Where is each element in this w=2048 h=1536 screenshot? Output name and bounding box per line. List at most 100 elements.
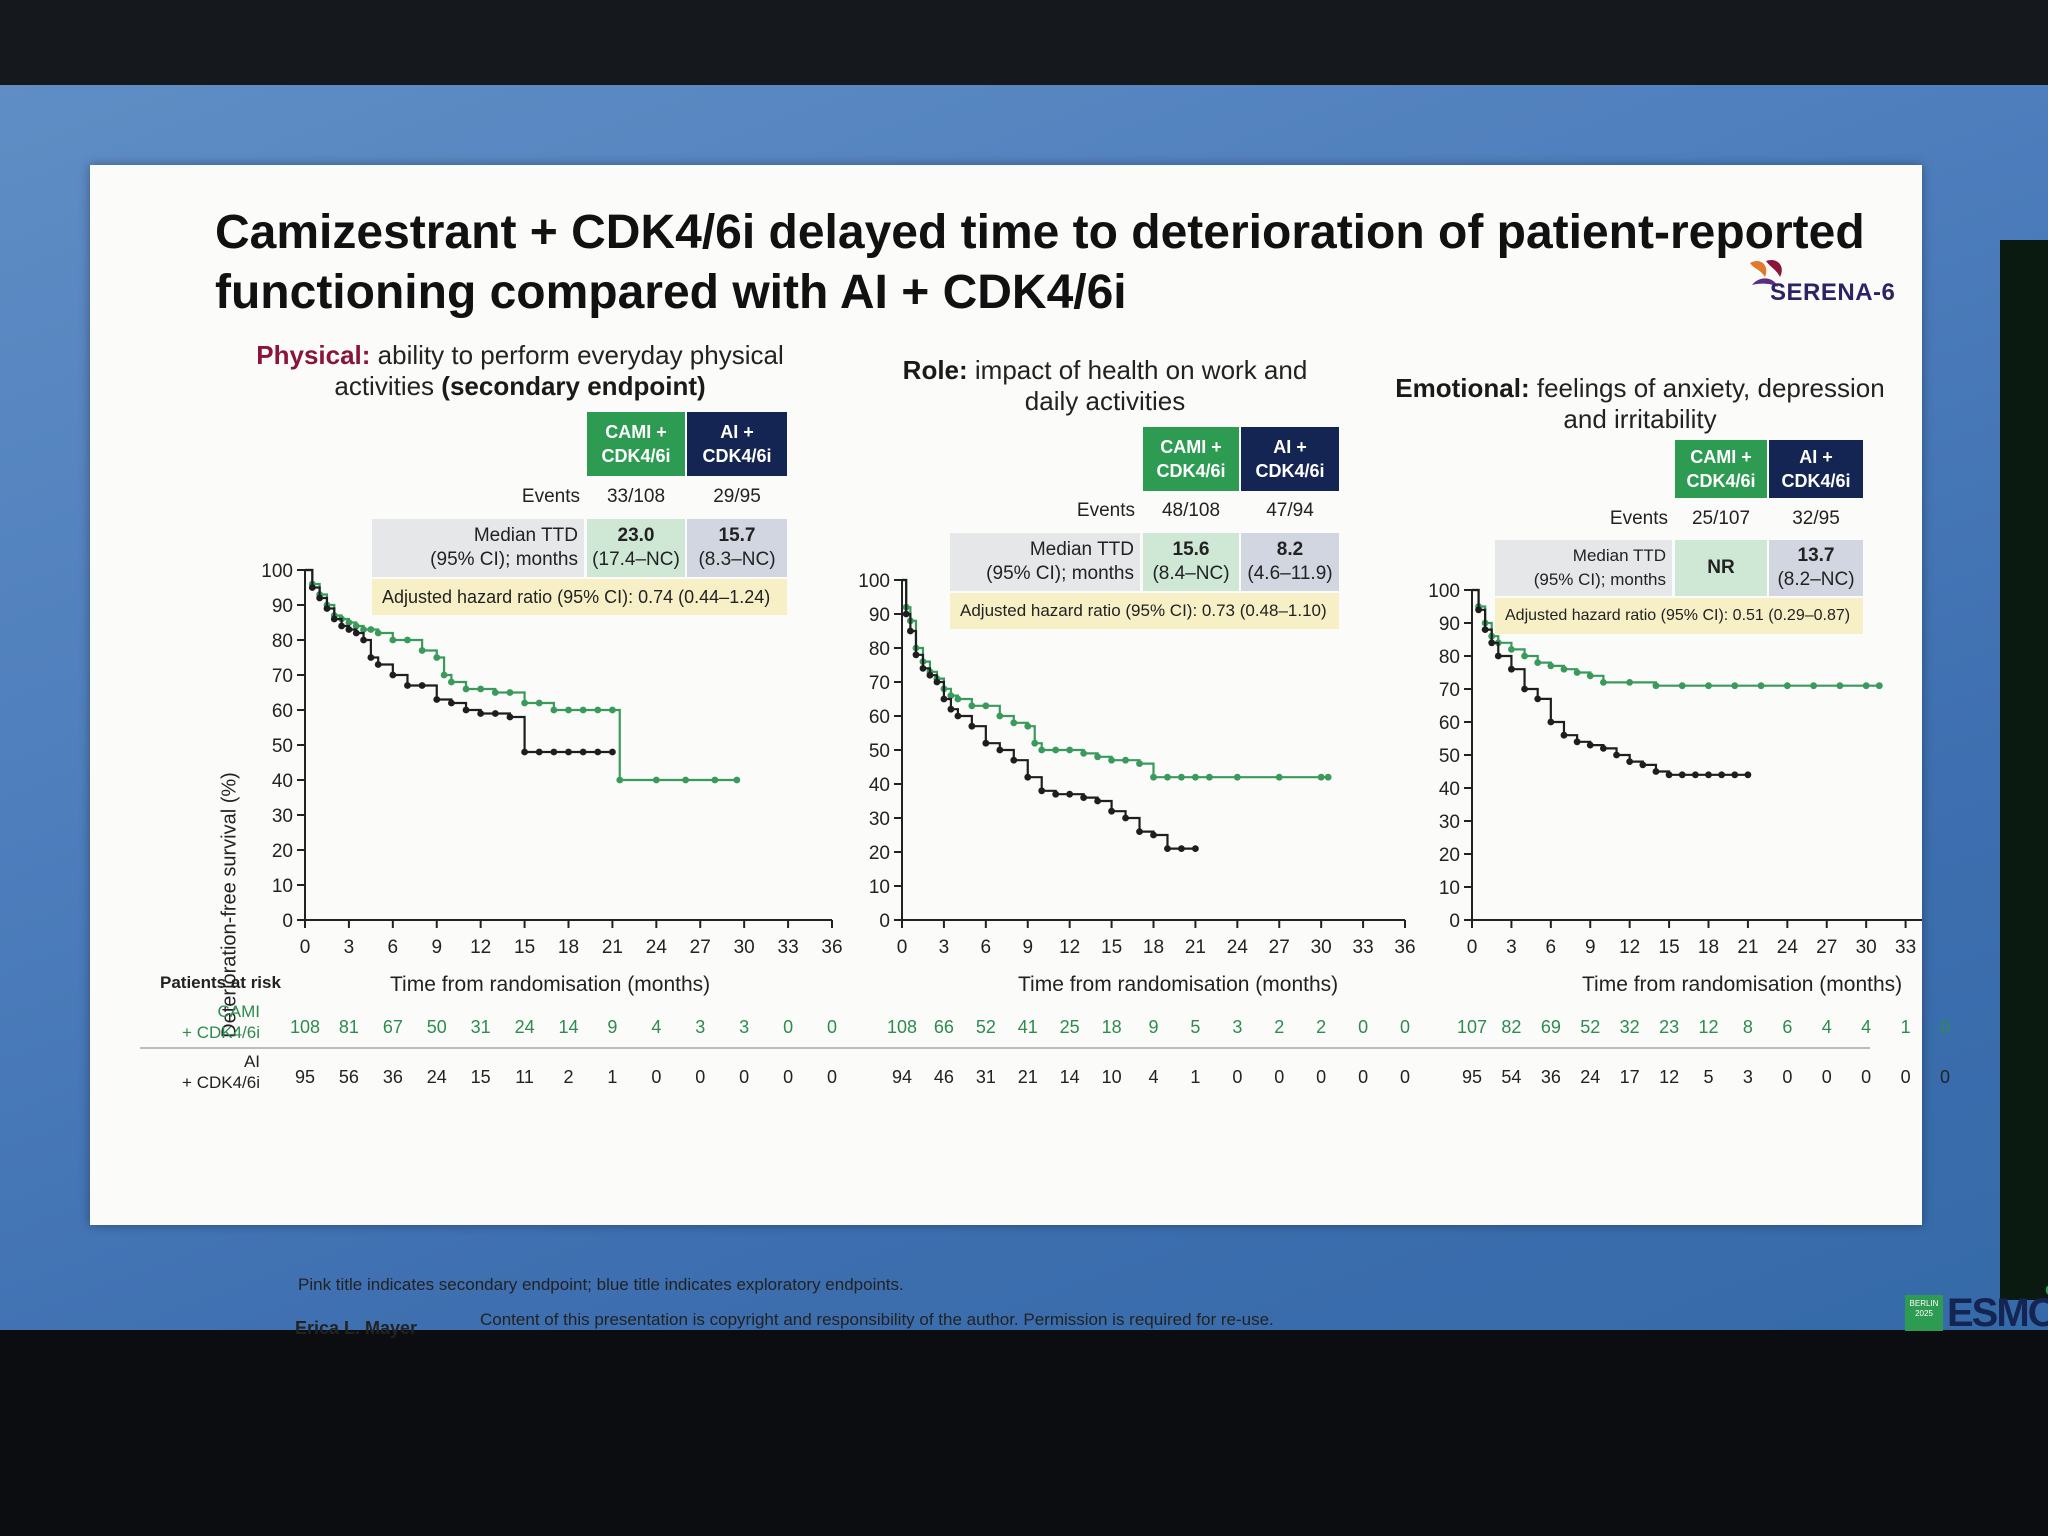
panel-2-x-tick-label: 18 <box>1143 937 1164 958</box>
panel-1-events-cami: 33/108 <box>606 486 666 507</box>
panel-1-series-cami-point <box>711 776 719 784</box>
panel-2-header-cami: CAMI + CDK4/6i <box>1143 427 1239 491</box>
panel-1-series-cami-point <box>374 629 382 637</box>
panel-2-series-ai-point <box>954 712 962 720</box>
panel-2-series-ai-point <box>1108 807 1115 815</box>
panel-2-series-ai-point <box>1150 831 1157 839</box>
panel-3-events-label: Events <box>1609 508 1668 529</box>
panel-3-risk-ai-count: 0 <box>1821 1067 1832 1087</box>
panel-2-risk-cami-count: 9 <box>1148 1017 1159 1037</box>
panel-1-series-cami-point <box>404 636 411 644</box>
panel-1-series-cami-point <box>579 706 587 714</box>
panel-1-series-cami-point <box>462 685 470 693</box>
panel-2-ttd-label: Median TTD (95% CI); months <box>950 533 1140 591</box>
panel-1-series-ai-point <box>352 629 360 637</box>
author-name: Erica L. Mayer <box>295 1318 418 1338</box>
panel-2-series-cami-point <box>1233 773 1241 781</box>
panel-1-y-tick-label: 0 <box>282 911 293 932</box>
panel-1-x-tick-label: 12 <box>470 937 491 958</box>
panel-1-x-tick-label: 15 <box>514 937 535 958</box>
panel-3-risk-ai-count: 5 <box>1703 1067 1714 1087</box>
panel-3-series-cami-point <box>1652 682 1660 690</box>
panel-2-x-tick-label: 9 <box>1022 937 1033 958</box>
panel-3-ttd-cami-value: NR <box>1707 557 1735 578</box>
panel-2-series-cami-point <box>1031 739 1039 747</box>
panel-2-ttd-ai-value: 8.2 <box>1276 539 1304 560</box>
panel-3-x-tick-label: 15 <box>1659 937 1680 958</box>
panel-2-series-cami-point <box>947 692 955 699</box>
panel-2-title-line2: daily activities <box>1024 386 1186 416</box>
panel-3-risk-ai-count: 12 <box>1659 1067 1680 1087</box>
panel-3-series-ai-point <box>1731 771 1739 779</box>
panel-1-y-tick-label: 100 <box>261 561 293 582</box>
panel-3-x-tick-label: 30 <box>1856 937 1877 958</box>
panel-3-ttd-ai: 13.7 (8.2–NC) <box>1769 540 1863 596</box>
panel-2-series-ai-point <box>940 695 948 703</box>
panel-1-risk-ai-count: 1 <box>607 1067 618 1087</box>
hall-floor <box>0 1330 2048 1536</box>
panel-1-risk-ai-count: 56 <box>338 1067 359 1087</box>
panel-2-y-tick-label: 80 <box>869 639 890 660</box>
panel-3-x-tick-label: 33 <box>1895 937 1916 958</box>
panel-3-risk-ai-count: 17 <box>1619 1067 1640 1087</box>
panel-2-header-cami-l2: CDK4/6i <box>1156 461 1226 481</box>
risk-label-cami-l1: CAMI <box>217 1002 261 1021</box>
panel-2-header-cami-l1: CAMI + <box>1160 437 1222 457</box>
panel-2-series-ai-point <box>1136 828 1143 835</box>
panel-3-series-ai-point <box>1613 751 1620 759</box>
panel-3-series-ai-point <box>1547 718 1555 726</box>
panel-1-y-tick-label: 40 <box>272 771 293 792</box>
panel-1-series-ai-point <box>374 661 382 668</box>
panel-3-risk-cami-count: 82 <box>1501 1017 1522 1037</box>
panel-1-risk-cami-count: 4 <box>651 1017 662 1037</box>
panel-1-series-ai-point <box>579 748 587 756</box>
panel-1-x-tick-label: 6 <box>388 937 399 958</box>
panel-2-risk-cami-count: 108 <box>886 1017 918 1037</box>
hall-ceiling <box>0 0 2048 95</box>
panel-1-series-ai-point <box>330 615 338 623</box>
panel-2-series-cami-point <box>1150 773 1157 781</box>
panel-1-x-tick-label: 24 <box>646 937 668 958</box>
panel-3-series-ai-point <box>1705 771 1712 779</box>
panel-1-risk-cami-count: 0 <box>826 1017 837 1037</box>
panel-3-series-cami-point <box>1783 682 1791 690</box>
panel-1-series-cami-point <box>360 626 367 633</box>
panel-1-header-cami-l1: CAMI + <box>605 422 667 442</box>
panel-1-ttd-ai-ci: (8.3–NC) <box>698 549 776 570</box>
panel-1-series-cami-point <box>594 706 602 714</box>
panel-3-x-tick-label: 9 <box>1585 937 1596 958</box>
panel-2-risk-cami-count: 2 <box>1274 1017 1285 1037</box>
panel-1-series-cami-point <box>477 685 485 693</box>
panel-2-series-ai-point <box>1192 845 1199 852</box>
panel-3-y-tick-label: 10 <box>1439 878 1460 899</box>
panel-2-series-cami-point <box>1164 773 1171 781</box>
panel-2-y-tick-label: 90 <box>869 605 890 626</box>
esmo-badge-city: BERLIN <box>1909 1299 1939 1308</box>
panel-2-series-cami-point <box>982 702 990 710</box>
esmo-congress-logo: BERLIN 2025 ESMO congress <box>1905 1279 2048 1335</box>
panel-3-header-cami-l2: CDK4/6i <box>1686 471 1756 491</box>
panel-3-x-tick-label: 18 <box>1698 937 1719 958</box>
panel-1-risk-cami-count: 50 <box>426 1017 447 1037</box>
panel-1-series-ai-point <box>447 699 455 707</box>
panel-3-y-tick-label: 90 <box>1439 614 1460 635</box>
panel-3-series-cami-point <box>1560 665 1568 673</box>
panel-2-series-ai-point <box>933 678 941 686</box>
panel-2-series-cami-point <box>1317 773 1325 781</box>
panel-1-risk-cami-count: 81 <box>338 1017 359 1037</box>
panel-3-header-ai: AI + CDK4/6i <box>1769 440 1863 498</box>
panel-2-risk-cami-count: 25 <box>1059 1017 1080 1037</box>
panel-3-ttd-label-l1: Median TTD <box>1572 546 1666 565</box>
panel-2-x-tick-label: 36 <box>1394 937 1415 958</box>
panel-1-series-cami-point <box>733 776 741 784</box>
panel-1-series-ai-point <box>521 748 528 756</box>
panel-1-risk-ai-count: 0 <box>783 1067 794 1087</box>
panel-3-series-ai-point <box>1678 771 1686 779</box>
panel-1-ttd-cami-value: 23.0 <box>617 525 655 546</box>
panel-2-series-ai-point <box>1122 814 1129 822</box>
panel-2-series-cami-point <box>1275 773 1283 781</box>
panel-1-series-ai-point <box>418 682 426 689</box>
panel-3-risk-cami-count: 4 <box>1861 1017 1872 1037</box>
panel-1-series-cami-point <box>491 689 499 696</box>
panel-2-series-cami-point <box>1038 746 1046 754</box>
